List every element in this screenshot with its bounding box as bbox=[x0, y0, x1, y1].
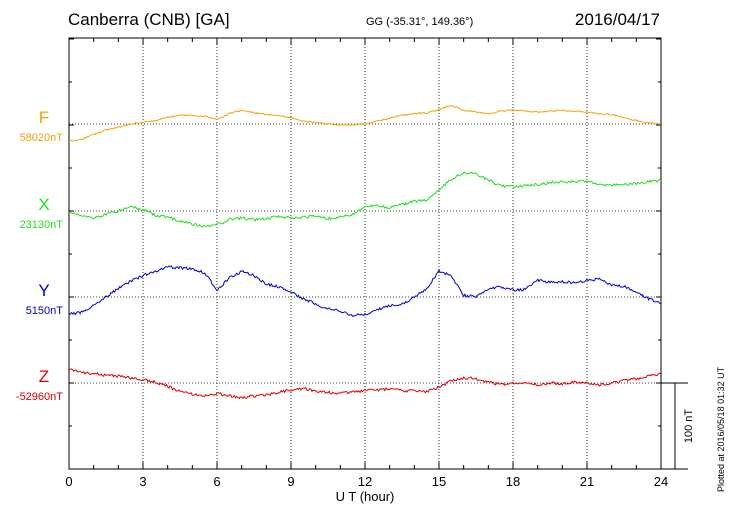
series-name-y: Y bbox=[38, 281, 49, 300]
series-baseline-f: 58020nT bbox=[20, 132, 64, 144]
x-tick-label: 24 bbox=[654, 474, 668, 489]
series-baseline-x: 23130nT bbox=[20, 219, 64, 231]
series-name-x: X bbox=[38, 195, 49, 214]
series-line-z bbox=[68, 368, 662, 400]
scale-bar-label: 100 nT bbox=[683, 409, 695, 444]
series-name-f: F bbox=[39, 108, 49, 127]
geographic-coordinates: GG (-35.31°, 149.36°) bbox=[366, 16, 474, 28]
chart-date: 2016/04/17 bbox=[574, 10, 660, 29]
series-name-z: Z bbox=[39, 367, 49, 386]
x-tick-label: 0 bbox=[65, 474, 72, 489]
x-tick-label: 18 bbox=[506, 474, 520, 489]
x-tick-label: 6 bbox=[213, 474, 220, 489]
series-baseline-z: -52960nT bbox=[16, 391, 63, 403]
station-title: Canberra (CNB) [GA] bbox=[68, 10, 230, 29]
series-line-f bbox=[68, 105, 662, 143]
plotted-timestamp: Plotted at 2016/05/18 01:32 UT bbox=[716, 366, 726, 492]
x-tick-label: 3 bbox=[139, 474, 146, 489]
x-tick-label: 15 bbox=[432, 474, 446, 489]
x-tick-label: 9 bbox=[287, 474, 294, 489]
series-line-y bbox=[68, 265, 662, 318]
x-tick-label: 12 bbox=[358, 474, 372, 489]
series-line-x bbox=[68, 171, 662, 228]
x-axis-label: U T (hour) bbox=[336, 489, 395, 504]
x-tick-label: 21 bbox=[580, 474, 594, 489]
series-baseline-y: 5150nT bbox=[26, 305, 64, 317]
